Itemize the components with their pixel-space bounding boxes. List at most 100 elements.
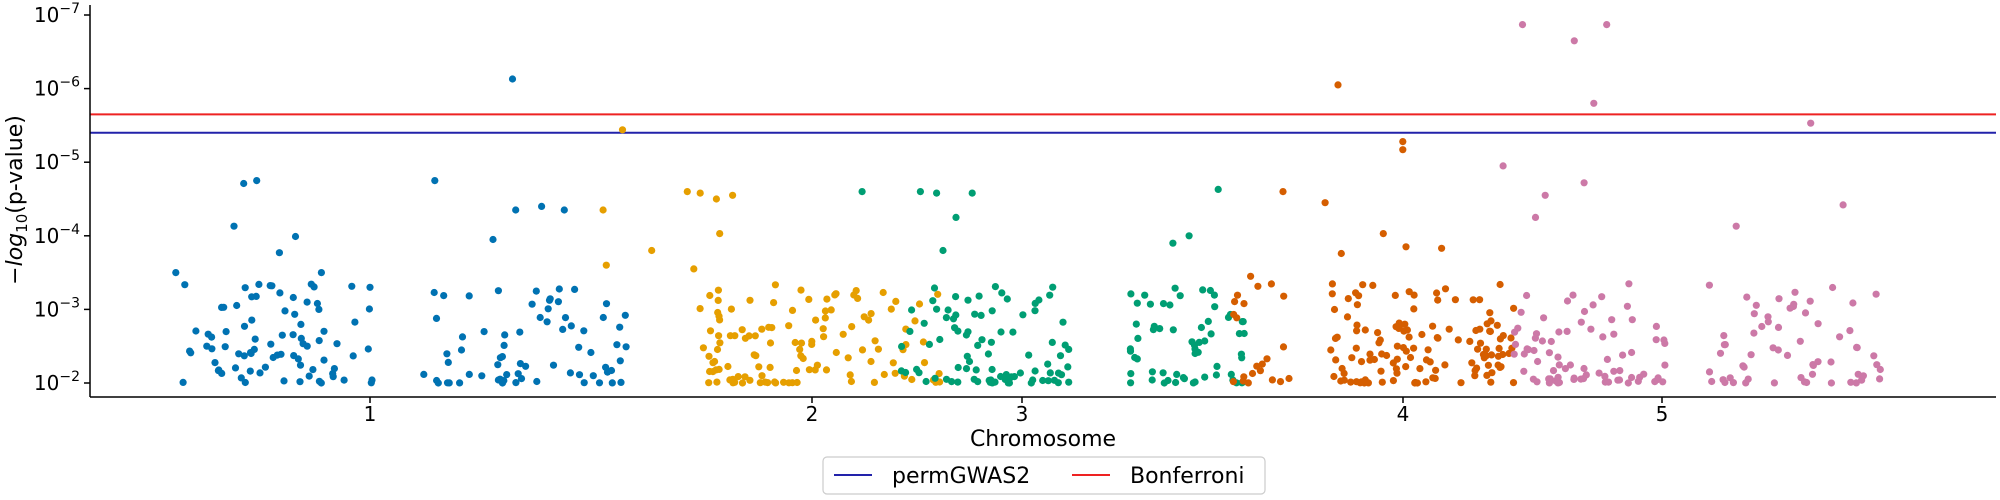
threshold-layer [90, 113, 1996, 134]
peak-point-chr5 [1531, 213, 1540, 221]
data-point-chr2 [865, 316, 873, 324]
data-point-chr4 [1466, 337, 1474, 345]
data-point-chr4 [1483, 320, 1491, 328]
data-point-chr1 [445, 379, 453, 387]
data-point-chr4 [1433, 334, 1441, 342]
data-point-chr4 [1280, 292, 1288, 300]
data-point-chr1 [580, 379, 588, 387]
data-point-chr3 [1191, 349, 1199, 358]
peak-point-chr2 [712, 195, 721, 203]
data-point-chr2 [920, 359, 929, 367]
data-point-chr3 [1176, 292, 1184, 300]
data-point-chr1 [433, 376, 441, 385]
data-point-chr1 [549, 361, 558, 369]
data-point-chr1 [440, 292, 448, 300]
data-point-chr4 [1418, 330, 1426, 339]
data-point-chr3 [944, 306, 952, 314]
data-point-chr5 [1750, 310, 1758, 318]
data-point-chr2 [820, 333, 828, 341]
data-point-chr1 [494, 361, 502, 369]
data-point-chr1 [478, 372, 486, 380]
data-point-chr1 [365, 305, 373, 313]
data-point-chr5 [1806, 297, 1814, 305]
peak-point-chr1 [317, 269, 325, 277]
data-point-chr4 [1253, 362, 1261, 370]
data-point-chr1 [500, 341, 508, 349]
data-point-chr1 [456, 379, 464, 387]
data-point-chr5 [1545, 349, 1553, 357]
data-point-chr3 [906, 327, 914, 335]
x-tick-label: 5 [1656, 402, 1669, 426]
peak-point-chr3 [1214, 185, 1222, 193]
data-point-chr3 [1211, 303, 1219, 311]
data-point-chr4 [1389, 359, 1397, 367]
peak-point-chr3 [858, 188, 866, 196]
data-point-chr4 [1230, 310, 1238, 319]
data-point-chr5 [1796, 337, 1804, 345]
peak-point-chr4 [1334, 81, 1342, 89]
peak-point-chr1 [230, 222, 238, 230]
data-point-chr5 [1549, 367, 1558, 375]
data-point-chr1 [351, 318, 359, 326]
data-point-chr4 [1392, 323, 1400, 331]
peak-point-chr2 [696, 189, 704, 197]
y-tick-label: 10−5 [34, 148, 80, 174]
data-point-chr3 [1235, 330, 1243, 338]
data-point-chr1 [307, 280, 315, 288]
data-point-chr5 [1604, 378, 1613, 386]
data-point-chr5 [1654, 374, 1662, 382]
data-point-chr4 [1389, 377, 1397, 385]
data-point-chr4 [1333, 333, 1341, 341]
data-point-chr1 [514, 370, 522, 378]
data-point-chr5 [1608, 316, 1616, 324]
data-point-chr2 [705, 379, 713, 387]
data-point-chr4 [1374, 329, 1382, 337]
data-point-chr4 [1411, 378, 1419, 387]
data-point-chr5 [1529, 375, 1537, 383]
data-point-chr5 [1555, 361, 1563, 369]
data-point-chr3 [1164, 376, 1172, 385]
data-point-chr1 [533, 377, 541, 386]
data-point-chr4 [1359, 281, 1367, 289]
data-point-chr1 [559, 325, 567, 333]
data-point-chr1 [280, 377, 288, 385]
data-point-chr3 [1127, 370, 1135, 378]
data-point-chr2 [793, 378, 801, 387]
x-axis-title: Chromosome [970, 427, 1116, 452]
data-point-chr3 [925, 340, 934, 348]
data-point-chr5 [1716, 349, 1725, 357]
data-point-chr1 [233, 301, 241, 310]
data-point-chr1 [179, 378, 187, 386]
data-point-chr2 [919, 338, 928, 346]
data-point-chr1 [432, 314, 441, 322]
data-point-chr3 [1171, 284, 1179, 292]
data-point-chr2 [741, 373, 749, 381]
data-point-chr2 [785, 379, 793, 387]
data-point-chr1 [348, 282, 356, 290]
data-point-chr5 [1531, 334, 1539, 342]
data-point-chr5 [1570, 375, 1578, 383]
data-point-chr3 [972, 366, 980, 374]
data-point-chr3 [978, 336, 986, 344]
data-point-chr1 [317, 379, 325, 387]
data-point-chr2 [796, 345, 804, 353]
data-point-chr4 [1401, 320, 1409, 328]
data-point-chr2 [709, 359, 717, 367]
data-point-chr3 [1189, 379, 1197, 387]
data-point-chr2 [766, 363, 774, 371]
data-point-chr5 [1616, 367, 1624, 375]
data-point-chr1 [480, 328, 488, 336]
data-point-chr3 [988, 307, 996, 315]
data-point-chr2 [771, 281, 780, 289]
data-point-chr1 [231, 364, 240, 372]
data-point-chr1 [333, 340, 341, 348]
data-point-chr3 [1199, 286, 1207, 294]
data-point-chr2 [848, 323, 856, 331]
peak-point-chr1 [538, 202, 546, 210]
data-point-chr5 [1523, 345, 1531, 353]
data-point-chr1 [297, 320, 305, 328]
data-point-chr2 [780, 378, 788, 386]
data-point-chr4 [1424, 346, 1432, 354]
data-point-chr3 [1173, 370, 1181, 378]
data-point-chr4 [1353, 321, 1361, 329]
